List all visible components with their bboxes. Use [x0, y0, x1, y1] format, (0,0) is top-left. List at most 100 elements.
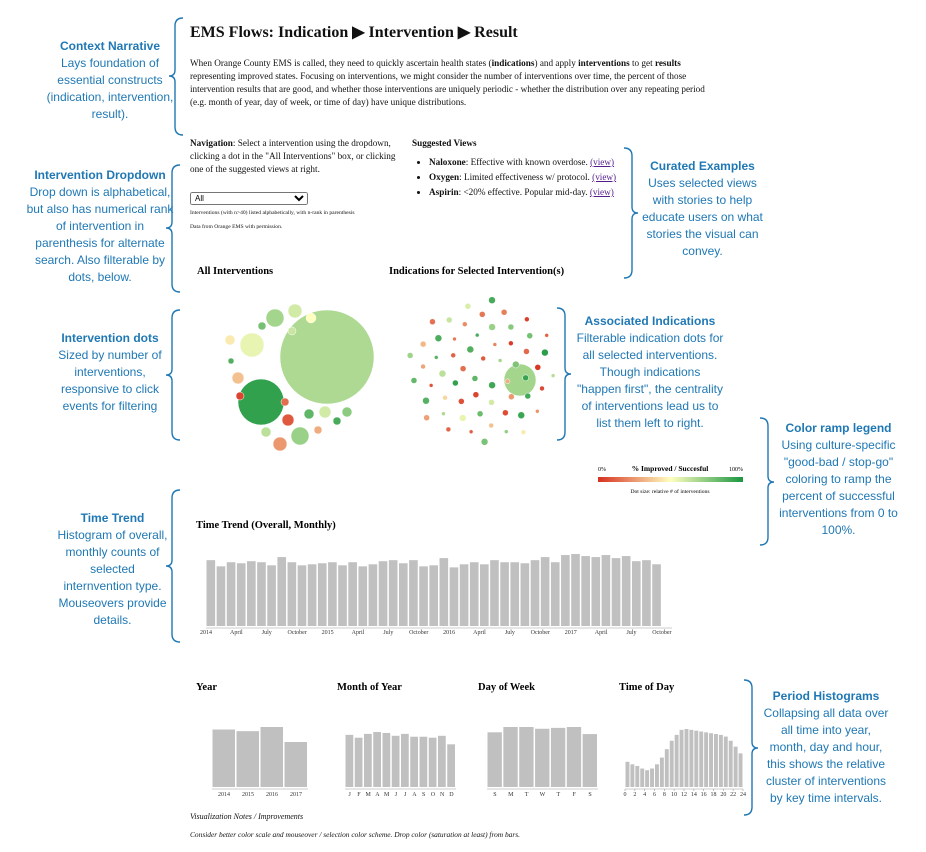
bar [601, 555, 611, 626]
view-link[interactable]: (view) [589, 187, 614, 197]
bar [718, 734, 723, 787]
x-tick-label: S [422, 792, 425, 798]
annotation-text: Histogram of overall, monthly counts of … [57, 528, 168, 627]
bar [338, 565, 347, 626]
bubble [492, 342, 498, 347]
bar [630, 764, 635, 787]
bubble [500, 309, 508, 316]
x-tick-label: October [288, 630, 307, 636]
x-tick-label: October [531, 630, 550, 636]
x-tick-label: 2017 [565, 630, 577, 636]
bar [519, 727, 534, 787]
intro-bold: results [654, 58, 681, 68]
bar [510, 562, 520, 626]
intervention-dropdown[interactable]: All [190, 192, 308, 205]
bubble [508, 393, 515, 400]
x-tick-label: October [652, 630, 671, 636]
x-tick-label: J [348, 792, 351, 798]
bubble [279, 309, 375, 405]
bubble [480, 438, 489, 446]
chart-title: Indications for Selected Intervention(s) [389, 266, 565, 277]
chart-title: Time of Day [619, 682, 675, 693]
x-tick-label: July [505, 630, 515, 636]
intro-text: representing improved states. Focusing o… [190, 71, 705, 107]
bubble [459, 414, 467, 422]
bubble [476, 410, 484, 418]
x-tick-label: July [262, 630, 272, 636]
annotation-text: Sized by number of interventions, respon… [58, 348, 162, 413]
bubble [438, 369, 447, 378]
bubble [541, 348, 549, 357]
bar [723, 736, 728, 787]
bubble [237, 378, 285, 426]
bar [611, 558, 621, 626]
bar [679, 729, 684, 787]
bubble [290, 426, 310, 446]
x-tick-label: 2016 [266, 792, 278, 798]
bubble [480, 355, 486, 362]
x-tick-label: 8 [663, 792, 666, 798]
bubble [462, 321, 468, 327]
annotation: Intervention Dropdown Drop down is alphab… [25, 167, 175, 286]
x-tick-label: 22 [730, 792, 736, 798]
bubble [341, 406, 353, 418]
x-tick-label: 20 [720, 792, 726, 798]
bubble [488, 296, 496, 304]
bar [364, 733, 372, 787]
x-tick-label: D [449, 792, 454, 798]
chart-title: Day of Week [478, 682, 535, 693]
view-link[interactable]: (view) [590, 157, 615, 167]
bubble [305, 312, 317, 324]
bubble [535, 409, 540, 414]
bar [540, 557, 550, 626]
suggested-view: Oxygen: Limited effectiveness w/ protoco… [429, 170, 616, 185]
bubble [434, 334, 443, 342]
bar [635, 765, 640, 787]
suggested-view: Naloxone: Effective with known overdose.… [429, 155, 616, 170]
bubble [227, 357, 235, 365]
view-link[interactable]: (view) [592, 172, 617, 182]
navigation-label: Navigation [190, 138, 233, 148]
bubble [479, 311, 486, 318]
x-tick-label: S [588, 792, 591, 798]
x-tick-label: 16 [701, 792, 707, 798]
view-text: : Limited effectiveness w/ protocol. [459, 172, 593, 182]
intro-bold: interventions [578, 58, 630, 68]
bar [689, 729, 694, 787]
bubble [280, 397, 290, 407]
intro: When Orange County EMS is called, they n… [190, 57, 720, 109]
bar [212, 729, 235, 787]
bar [307, 564, 317, 626]
bubble [504, 429, 509, 434]
bubble [508, 340, 514, 346]
brace [165, 309, 181, 441]
annotation-text: Lays foundation of essential constructs … [46, 56, 174, 121]
bar [728, 740, 733, 787]
suggested-view: Aspirin: <20% effective. Popular mid-day… [429, 185, 616, 200]
bar [373, 732, 381, 787]
bar [409, 560, 418, 626]
bar [419, 736, 428, 787]
bar [694, 730, 699, 787]
bubble [488, 323, 496, 331]
bubble [287, 326, 297, 336]
bubble [406, 352, 414, 359]
bubble [544, 333, 549, 338]
bar [236, 731, 259, 787]
bar [520, 563, 530, 626]
bubble [265, 308, 285, 328]
bar [345, 734, 354, 787]
bubble [488, 422, 494, 429]
bar [287, 562, 297, 626]
bubble [497, 358, 503, 363]
x-tick-label: October [409, 630, 428, 636]
annotation-text: Collapsing all data over all time into y… [763, 706, 889, 805]
navigation: Navigation: Select a intervention using … [190, 137, 408, 176]
x-tick-label: M [384, 792, 390, 798]
bubble [504, 378, 511, 385]
bar [459, 564, 469, 626]
bar [368, 564, 378, 626]
bar [738, 753, 743, 787]
intro-text: When Orange County EMS is called, they n… [190, 58, 492, 68]
